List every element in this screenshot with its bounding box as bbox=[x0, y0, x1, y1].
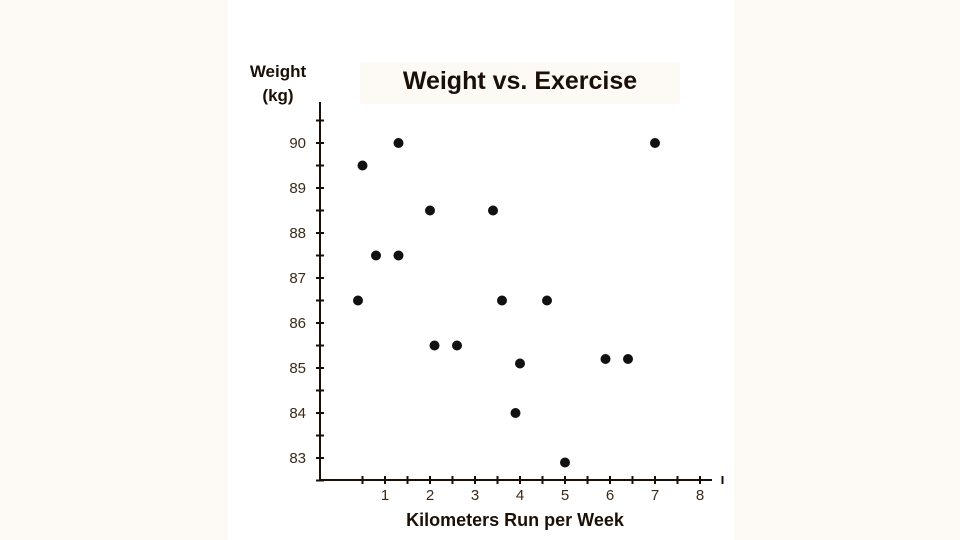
y-tick-label: 85 bbox=[289, 360, 306, 377]
data-point bbox=[488, 205, 498, 216]
data-point bbox=[560, 457, 570, 468]
x-tick-label: 6 bbox=[606, 487, 614, 504]
y-axis-label: Weight (kg) bbox=[240, 60, 316, 108]
y-tick-label: 83 bbox=[289, 450, 306, 467]
data-point bbox=[510, 408, 521, 418]
y-tick-label: 89 bbox=[289, 180, 306, 197]
x-tick-label: 7 bbox=[651, 487, 659, 504]
y-tick-label: 84 bbox=[289, 405, 306, 422]
x-axis-label: Kilometers Run per Week bbox=[406, 510, 624, 530]
x-tick-label: 2 bbox=[426, 487, 434, 504]
data-point bbox=[425, 205, 435, 216]
data-point bbox=[497, 295, 507, 306]
data-point bbox=[393, 250, 404, 261]
x-tick-label: 5 bbox=[561, 487, 569, 504]
data-point bbox=[542, 295, 552, 306]
x-tick-label: 4 bbox=[516, 487, 524, 504]
data-point bbox=[650, 138, 660, 148]
y-tick-label: 90 bbox=[289, 135, 306, 152]
data-point bbox=[353, 295, 363, 306]
y-tick-label: 88 bbox=[289, 225, 306, 242]
y-tick-label: 86 bbox=[289, 315, 306, 332]
y-axis-label-line1: Weight bbox=[249, 62, 307, 81]
data-point bbox=[452, 340, 462, 351]
y-axis-label-line2: (kg) bbox=[262, 86, 294, 105]
chart-title: Weight vs. Exercise bbox=[402, 67, 638, 95]
data-point bbox=[623, 354, 633, 364]
x-tick-label: 3 bbox=[471, 487, 479, 504]
data-point bbox=[371, 250, 381, 261]
data-point bbox=[357, 160, 368, 171]
x-tick-label: 8 bbox=[696, 487, 704, 504]
data-point bbox=[600, 354, 611, 364]
data-point bbox=[515, 358, 525, 369]
y-tick-label: 87 bbox=[289, 270, 306, 287]
title-box bbox=[360, 62, 680, 104]
data-point bbox=[429, 340, 440, 351]
x-tick-label: 1 bbox=[381, 487, 389, 504]
data-point bbox=[393, 138, 404, 148]
